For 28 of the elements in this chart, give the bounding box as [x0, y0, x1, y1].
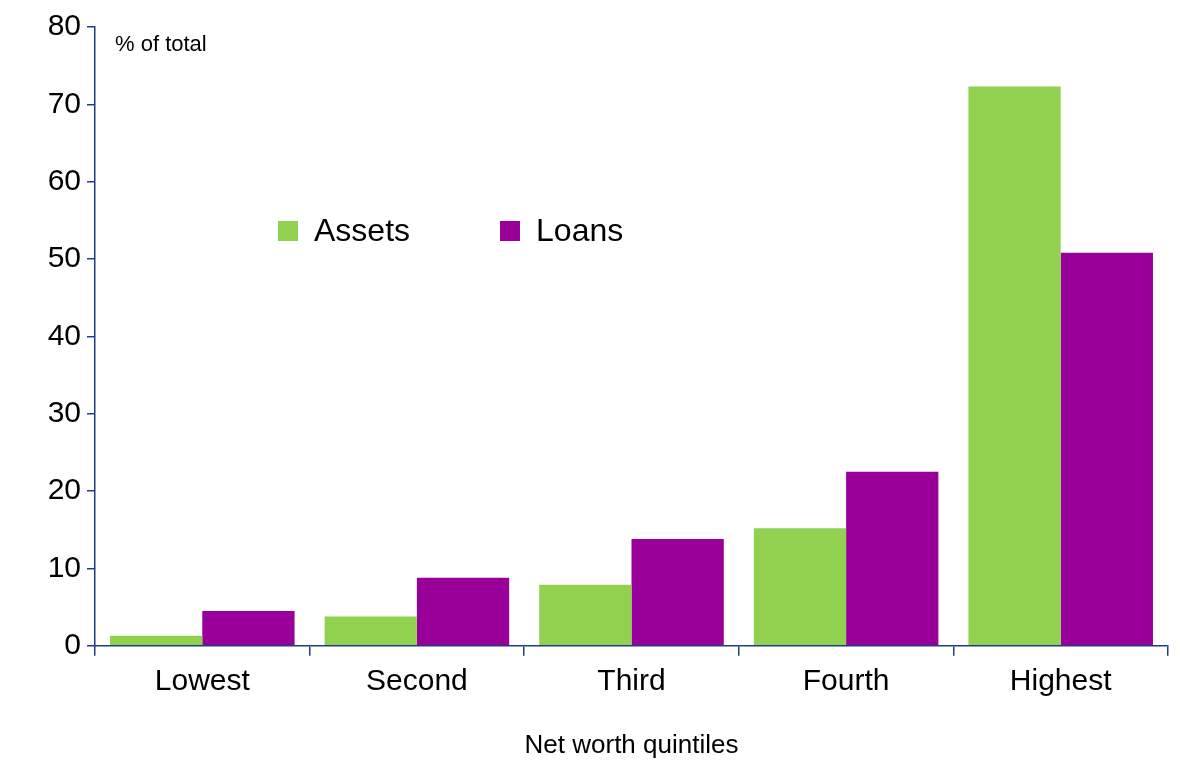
y-tick-label: 40	[47, 317, 81, 351]
y-tick-label: 70	[47, 85, 81, 119]
bar	[110, 635, 203, 646]
y-tick-label: 50	[47, 240, 81, 274]
x-tick-label: Third	[597, 663, 666, 697]
bar	[539, 584, 632, 646]
legend-label: Assets	[314, 212, 411, 249]
y-tick-label: 0	[64, 627, 81, 661]
y-axis-title: % of total	[115, 31, 207, 57]
x-axis-title: Net worth quintiles	[524, 728, 739, 759]
legend-label: Loans	[536, 212, 624, 249]
bar	[416, 577, 510, 646]
x-tick-label: Fourth	[802, 663, 890, 697]
x-tick-label: Second	[366, 663, 468, 697]
y-tick-label: 10	[47, 549, 81, 583]
bar	[631, 539, 724, 646]
x-tick-label: Highest	[1009, 663, 1113, 697]
bar	[846, 471, 939, 646]
x-tick-label: Lowest	[154, 663, 251, 697]
bar	[1060, 252, 1153, 646]
y-tick-label: 80	[47, 8, 81, 42]
y-tick-label: 20	[47, 472, 81, 506]
bar	[324, 616, 417, 646]
bar	[968, 86, 1061, 646]
bar	[202, 610, 295, 646]
bar	[753, 528, 847, 646]
y-tick-label: 60	[47, 162, 81, 196]
y-tick-label: 30	[47, 395, 81, 429]
